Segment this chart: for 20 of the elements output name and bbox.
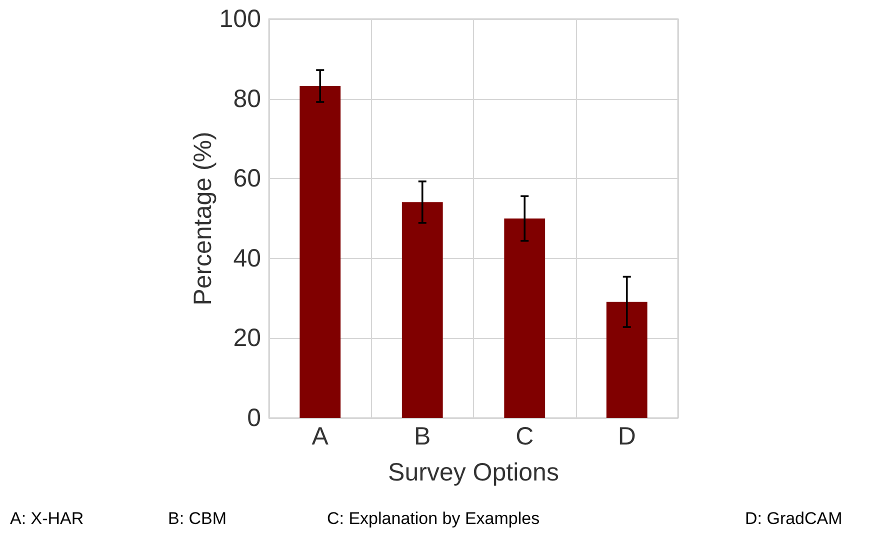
y-tick-label: 20 (233, 324, 261, 352)
x-axis-title: Survey Options (388, 458, 559, 486)
bar (504, 218, 546, 418)
x-tick-label: B (414, 422, 431, 450)
y-tick-label: 100 (219, 5, 261, 33)
bar (606, 302, 648, 418)
bar (402, 202, 443, 418)
y-axis-title: Percentage (%) (188, 132, 217, 306)
y-tick-label: 80 (233, 84, 261, 113)
x-tick-label: D (618, 422, 636, 450)
text: B: CBM (168, 509, 227, 528)
bar (300, 86, 341, 418)
text: A: X-HAR (10, 509, 84, 528)
y-tick-label: 40 (233, 244, 261, 272)
y-tick-label: 60 (233, 164, 261, 193)
x-tick-label: C (516, 422, 534, 450)
text: C: Explanation by Examples (327, 509, 540, 528)
x-tick-label: A (312, 422, 329, 450)
y-tick-label: 0 (247, 404, 261, 432)
text: D: GradCAM (745, 509, 842, 528)
